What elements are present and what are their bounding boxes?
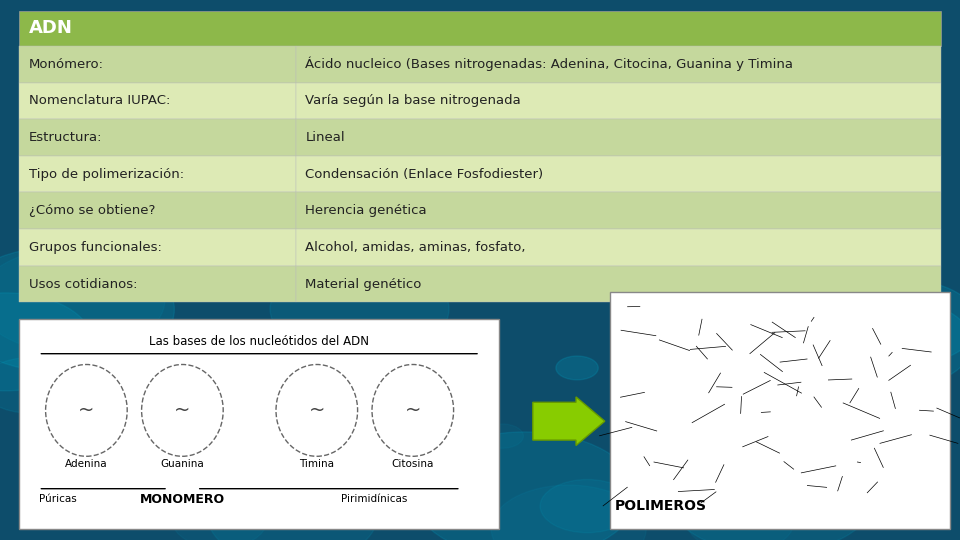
Text: ADN: ADN — [29, 19, 73, 37]
FancyBboxPatch shape — [296, 119, 941, 156]
Text: Timina: Timina — [300, 460, 334, 469]
Text: Tipo de polimerización:: Tipo de polimerización: — [29, 167, 184, 181]
Text: Guanina: Guanina — [160, 460, 204, 469]
Text: Lineal: Lineal — [305, 131, 345, 144]
FancyBboxPatch shape — [19, 266, 296, 302]
FancyBboxPatch shape — [19, 119, 296, 156]
Text: Púricas: Púricas — [38, 495, 77, 504]
FancyArrow shape — [533, 397, 605, 445]
Text: ~: ~ — [78, 401, 95, 420]
Circle shape — [95, 407, 139, 433]
Circle shape — [492, 485, 646, 540]
Text: ¿Cómo se obtiene?: ¿Cómo se obtiene? — [29, 204, 156, 217]
Text: ~: ~ — [404, 401, 421, 420]
Text: Grupos funcionales:: Grupos funcionales: — [29, 241, 161, 254]
Text: Citosina: Citosina — [392, 460, 434, 469]
Circle shape — [270, 259, 449, 359]
FancyBboxPatch shape — [19, 83, 296, 119]
Circle shape — [778, 360, 879, 417]
Text: Varía según la base nitrogenada: Varía según la base nitrogenada — [305, 94, 521, 107]
FancyBboxPatch shape — [19, 156, 296, 192]
Circle shape — [207, 469, 377, 540]
Circle shape — [556, 356, 598, 380]
FancyBboxPatch shape — [296, 156, 941, 192]
Circle shape — [200, 352, 298, 407]
Circle shape — [413, 432, 637, 540]
Text: Monómero:: Monómero: — [29, 58, 104, 71]
FancyBboxPatch shape — [19, 229, 296, 266]
FancyBboxPatch shape — [19, 192, 296, 229]
FancyBboxPatch shape — [296, 229, 941, 266]
Text: ~: ~ — [308, 401, 325, 420]
Text: Material genético: Material genético — [305, 278, 421, 291]
Circle shape — [480, 424, 523, 448]
Circle shape — [0, 246, 175, 373]
Text: Pirimidínicas: Pirimidínicas — [341, 495, 408, 504]
Text: Las bases de los nucleótidos del ADN: Las bases de los nucleótidos del ADN — [149, 335, 370, 348]
Circle shape — [125, 488, 175, 516]
Circle shape — [0, 357, 80, 413]
Circle shape — [686, 492, 794, 540]
Circle shape — [540, 480, 635, 532]
Circle shape — [399, 328, 476, 371]
Circle shape — [826, 280, 960, 366]
Text: Ácido nucleico (Bases nitrogenadas: Adenina, Citocina, Guanina y Timina: Ácido nucleico (Bases nitrogenadas: Aden… — [305, 57, 793, 71]
FancyBboxPatch shape — [19, 11, 941, 46]
Circle shape — [666, 436, 876, 540]
Circle shape — [231, 379, 352, 447]
FancyBboxPatch shape — [296, 46, 941, 83]
Text: Alcohol, amidas, aminas, fosfato,: Alcohol, amidas, aminas, fosfato, — [305, 241, 526, 254]
Circle shape — [237, 390, 302, 427]
Text: Herencia genética: Herencia genética — [305, 204, 427, 217]
Circle shape — [821, 408, 882, 442]
Text: Adenina: Adenina — [65, 460, 108, 469]
Circle shape — [173, 495, 267, 540]
Circle shape — [637, 351, 824, 456]
Text: POLIMEROS: POLIMEROS — [614, 499, 707, 513]
FancyBboxPatch shape — [296, 83, 941, 119]
Circle shape — [61, 479, 108, 505]
Text: Nomenclatura IUPAC:: Nomenclatura IUPAC: — [29, 94, 170, 107]
Circle shape — [275, 418, 472, 530]
Circle shape — [0, 293, 92, 391]
Circle shape — [209, 411, 388, 511]
Circle shape — [812, 299, 960, 389]
Circle shape — [762, 468, 836, 509]
Text: Condensación (Enlace Fosfodiester): Condensación (Enlace Fosfodiester) — [305, 167, 543, 181]
Text: MONOMERO: MONOMERO — [140, 493, 225, 506]
FancyBboxPatch shape — [296, 192, 941, 229]
FancyBboxPatch shape — [610, 292, 950, 529]
Text: Usos cotidianos:: Usos cotidianos: — [29, 278, 137, 291]
Circle shape — [813, 447, 930, 512]
Text: Estructura:: Estructura: — [29, 131, 103, 144]
Text: ~: ~ — [174, 401, 191, 420]
FancyBboxPatch shape — [296, 266, 941, 302]
Circle shape — [0, 248, 165, 353]
FancyBboxPatch shape — [19, 46, 296, 83]
FancyBboxPatch shape — [19, 319, 499, 529]
